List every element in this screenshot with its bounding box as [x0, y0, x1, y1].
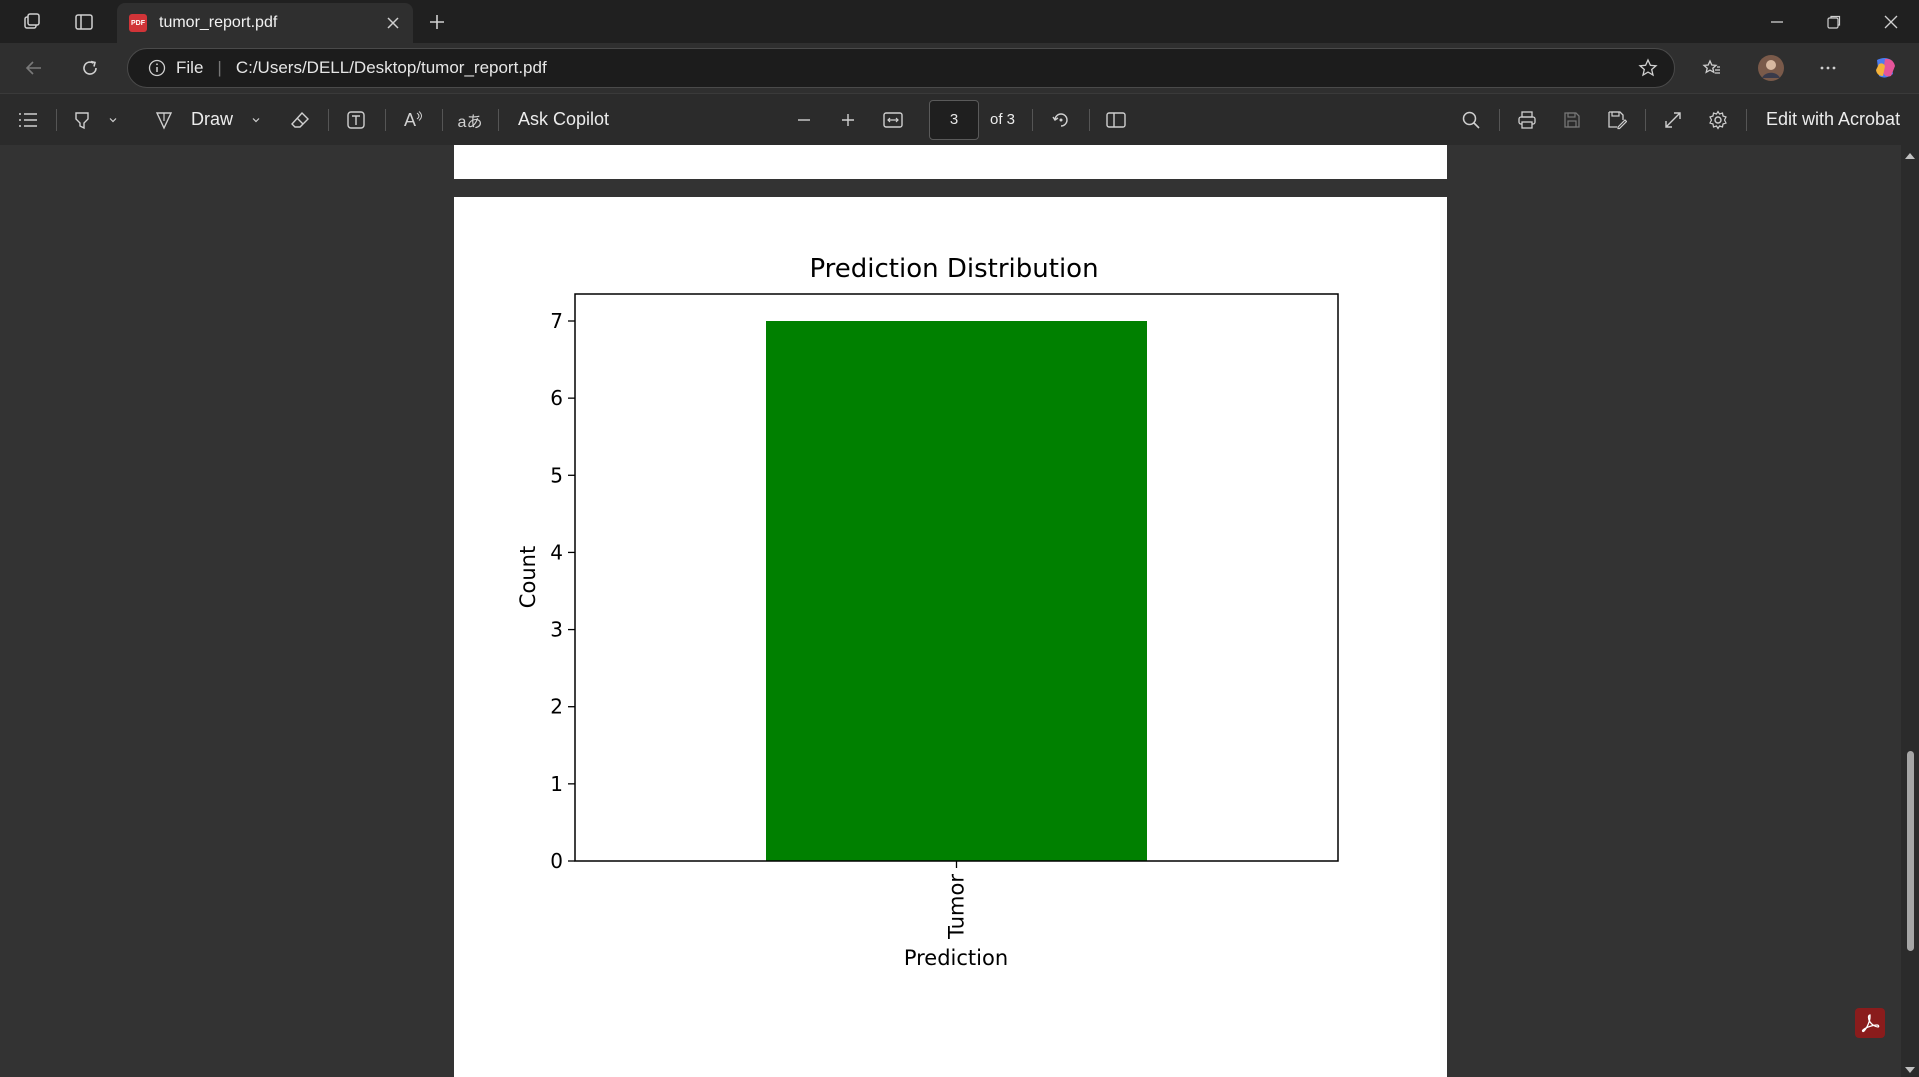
draw-button[interactable]: Draw [191, 109, 234, 129]
toolbar-divider [385, 109, 386, 131]
tab-tumor-report[interactable]: PDF tumor_report.pdf [117, 3, 413, 43]
fullscreen-icon[interactable] [1659, 106, 1687, 134]
close-tab-icon[interactable] [379, 9, 407, 37]
pdf-viewer[interactable]: Prediction Distribution 0 1 2 3 4 5 6 7 Tumor C… [0, 145, 1919, 1077]
previous-page-bottom [454, 145, 1447, 179]
y-tick-label: 4 [550, 540, 563, 564]
chart-title: Prediction Distribution [809, 254, 1098, 284]
scroll-down-icon[interactable] [1901, 1063, 1919, 1077]
y-tick-label: 1 [550, 772, 563, 796]
toolbar-divider [1032, 109, 1033, 131]
toolbar-divider [1746, 109, 1747, 131]
y-tick-label: 3 [550, 618, 563, 642]
bar-tumor [766, 321, 1147, 861]
avatar[interactable] [1755, 53, 1787, 83]
page-number-input[interactable]: 3 [929, 100, 979, 140]
tab-title: tumor_report.pdf [159, 14, 278, 31]
tab-actions-icon[interactable] [68, 8, 100, 36]
pdf-page-3: Prediction Distribution 0 1 2 3 4 5 6 7 Tumor C… [454, 197, 1447, 1077]
url-text[interactable]: C:/Users/DELL/Desktop/tumor_report.pdf [235, 58, 547, 77]
x-axis-label: Prediction [904, 946, 1008, 970]
toolbar-divider [498, 109, 499, 131]
scroll-thumb[interactable] [1907, 751, 1914, 951]
pdf-file-icon: PDF [129, 14, 147, 32]
rotate-icon[interactable] [1047, 106, 1075, 134]
toolbar-divider [442, 109, 443, 131]
translate-glyph: aあ [457, 114, 483, 131]
ask-copilot-button[interactable]: Ask Copilot [518, 109, 610, 129]
y-tick-label: 0 [550, 849, 563, 873]
fit-width-icon[interactable] [879, 106, 907, 134]
zoom-out-icon[interactable] [790, 106, 818, 134]
favorite-star-icon[interactable] [1638, 58, 1658, 78]
workspaces-icon[interactable] [16, 8, 48, 36]
toolbar-divider [1499, 109, 1500, 131]
print-icon[interactable] [1513, 106, 1541, 134]
scroll-up-icon[interactable] [1901, 149, 1919, 163]
gear-icon[interactable] [1704, 106, 1732, 134]
new-tab-plus-icon[interactable] [422, 8, 452, 36]
draw-pen-icon[interactable] [150, 106, 178, 134]
read-aloud-glyph: A [403, 109, 416, 130]
chevron-down-icon[interactable] [247, 108, 265, 132]
save-icon[interactable] [1558, 106, 1586, 134]
toolbar-divider [1089, 109, 1090, 131]
address-bar-row: File | C:/Users/DELL/Desktop/tumor_repor… [0, 43, 1919, 93]
vertical-scrollbar[interactable] [1901, 145, 1919, 1077]
eraser-icon[interactable] [286, 106, 314, 134]
read-aloud-icon[interactable]: A [399, 106, 429, 134]
y-tick-label: 5 [550, 463, 563, 487]
toolbar-divider [328, 109, 329, 131]
refresh-icon[interactable] [74, 53, 106, 83]
add-text-icon[interactable] [342, 106, 370, 134]
url-separator: | [217, 58, 222, 77]
toolbar-divider [56, 109, 57, 131]
save-as-icon[interactable] [1603, 106, 1631, 134]
search-icon[interactable] [1457, 106, 1485, 134]
url-scheme-label: File [176, 58, 204, 77]
browser-tab-bar: PDF tumor_report.pdf [0, 0, 1919, 43]
y-tick-label: 6 [550, 386, 563, 410]
contents-list-icon[interactable] [14, 106, 42, 134]
page-total-label: of 3 [990, 111, 1016, 128]
highlight-icon[interactable] [68, 106, 96, 134]
copilot-icon[interactable] [1868, 52, 1902, 84]
more-icon[interactable] [1812, 53, 1844, 83]
acrobat-logo-icon[interactable] [1855, 1008, 1885, 1038]
plot-frame [574, 293, 1339, 862]
zoom-in-icon[interactable] [834, 106, 862, 134]
edit-with-acrobat-button[interactable]: Edit with Acrobat [1766, 109, 1901, 129]
page-view-icon[interactable] [1102, 106, 1130, 134]
minimize-icon[interactable] [1760, 8, 1794, 36]
y-tick-label: 2 [550, 695, 563, 719]
back-arrow-icon[interactable] [18, 53, 50, 83]
translate-icon[interactable]: aあ [455, 106, 485, 134]
prediction-distribution-chart: Prediction Distribution 0 1 2 3 4 5 6 7 Tumor C… [516, 254, 1339, 970]
restore-icon[interactable] [1817, 8, 1851, 36]
info-icon[interactable] [148, 59, 166, 77]
favorites-icon[interactable] [1696, 53, 1728, 83]
y-axis-label: Count [516, 546, 540, 608]
toolbar-divider [1645, 109, 1646, 131]
close-window-icon[interactable] [1874, 8, 1908, 36]
y-tick-label: 7 [550, 309, 563, 333]
pdf-toolbar: Draw A aあ Ask Copilot 3 of 3 [0, 93, 1919, 145]
chevron-down-icon[interactable] [104, 108, 122, 132]
url-bar[interactable]: File | C:/Users/DELL/Desktop/tumor_repor… [127, 48, 1675, 88]
x-tick-label: Tumor [945, 874, 969, 940]
